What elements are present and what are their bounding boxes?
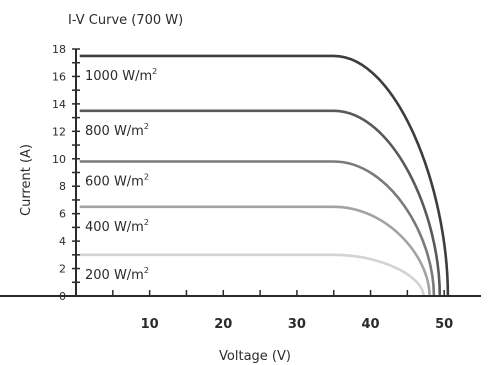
x-ticks: 10 20 30 40 50 bbox=[112, 290, 453, 332]
y-tick-label: 14 bbox=[52, 98, 66, 111]
series-label: 600 W/m2 bbox=[85, 173, 149, 190]
x-axis-label: Voltage (V) bbox=[219, 349, 291, 364]
chart-title: I-V Curve (700 W) bbox=[68, 13, 183, 28]
x-tick-label: 30 bbox=[288, 317, 306, 332]
series-label: 400 W/m2 bbox=[85, 218, 149, 235]
series-line bbox=[79, 160, 436, 297]
series-label: 800 W/m2 bbox=[85, 122, 149, 139]
x-tick-label: 50 bbox=[435, 317, 453, 332]
series-label: 200 W/m2 bbox=[85, 266, 149, 283]
x-tick-label: 20 bbox=[214, 317, 232, 332]
x-tick-label: 40 bbox=[361, 317, 379, 332]
y-ticks: 0 2 4 6 8 10 12 14 16 18 bbox=[52, 43, 80, 303]
y-tick-label: 2 bbox=[59, 263, 66, 276]
series-line bbox=[79, 205, 431, 297]
series-line bbox=[79, 54, 450, 297]
x-tick-label: 10 bbox=[141, 317, 159, 332]
series-curves bbox=[79, 54, 450, 297]
y-tick-label: 10 bbox=[52, 153, 66, 166]
y-tick-label: 18 bbox=[52, 43, 66, 56]
y-tick-label: 12 bbox=[52, 125, 66, 138]
series-labels: 1000 W/m2 800 W/m2 600 W/m2 400 W/m2 200 W/m… bbox=[85, 67, 157, 283]
y-tick-label: 16 bbox=[52, 70, 66, 83]
series-label: 1000 W/m2 bbox=[85, 67, 157, 84]
series-line bbox=[79, 109, 442, 297]
y-tick-label: 8 bbox=[59, 180, 66, 193]
y-tick-label: 4 bbox=[59, 235, 66, 248]
y-tick-label: 0 bbox=[59, 290, 66, 303]
y-tick-label: 6 bbox=[59, 208, 66, 221]
y-axis-label: Current (A) bbox=[19, 144, 34, 216]
series-line bbox=[79, 253, 425, 297]
